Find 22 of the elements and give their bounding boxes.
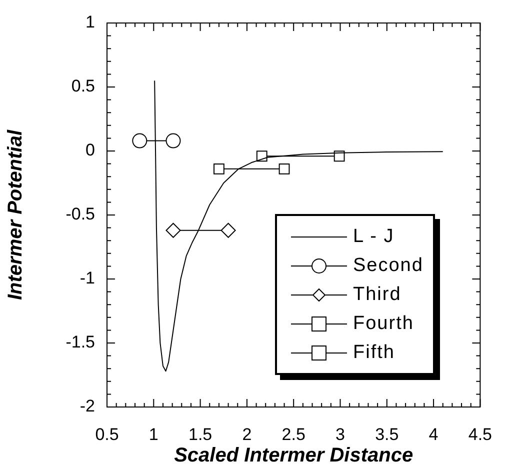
x-tick-label: 4 bbox=[428, 424, 438, 444]
y-axis-title: Intermer Potential bbox=[4, 130, 27, 300]
legend-label: Fourth bbox=[353, 312, 414, 334]
legend-label: L - J bbox=[353, 226, 394, 248]
y-tick-label: -1 bbox=[80, 268, 95, 288]
x-tick-label: 3 bbox=[336, 424, 345, 444]
y-tick-label: -0.5 bbox=[66, 204, 95, 224]
y-tick-label: 1 bbox=[86, 12, 95, 32]
x-tick-label: 2 bbox=[242, 424, 252, 444]
legend-label: Fifth bbox=[353, 342, 395, 364]
x-tick-label: 3.5 bbox=[375, 424, 399, 444]
y-tick-label: -2 bbox=[80, 396, 95, 416]
y-tick-label: 0 bbox=[86, 140, 95, 160]
legend-label: Third bbox=[353, 284, 402, 306]
x-axis-title: Scaled Intermer Distance bbox=[174, 444, 414, 467]
y-tick-label: 0.5 bbox=[71, 76, 95, 96]
x-tick-label: 1 bbox=[148, 424, 158, 444]
legend-label: Second bbox=[353, 254, 424, 276]
x-tick-label: 4.5 bbox=[468, 424, 492, 444]
x-tick-label: 2.5 bbox=[282, 424, 306, 444]
x-tick-label: 1.5 bbox=[188, 424, 212, 444]
y-tick-label: -1.5 bbox=[66, 332, 95, 352]
